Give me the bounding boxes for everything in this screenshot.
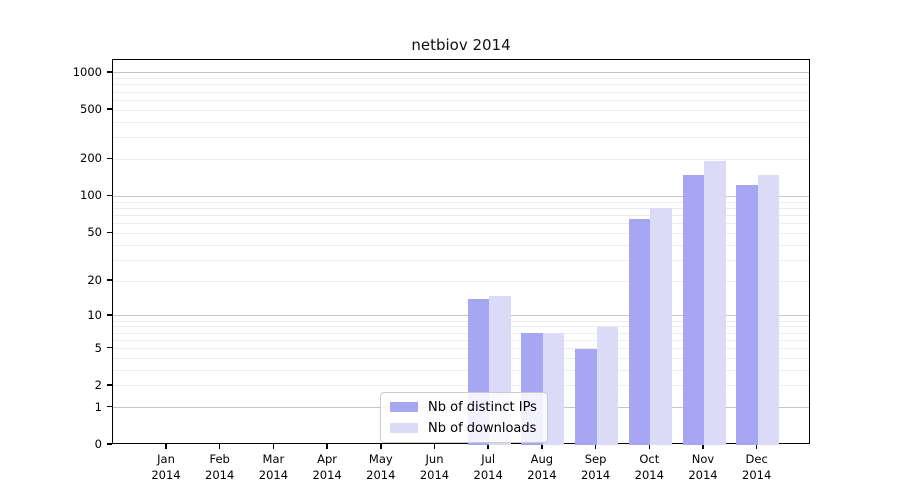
y-tick	[107, 279, 112, 281]
y-tick	[107, 194, 112, 197]
gridline-minor	[113, 99, 809, 101]
x-tick	[165, 444, 167, 449]
y-tick-label: 5	[94, 340, 102, 355]
gridline-minor	[113, 137, 809, 139]
y-tick-label: 0	[94, 437, 102, 451]
bar-downloads	[542, 333, 565, 445]
gridline-minor	[113, 91, 809, 93]
x-tick	[218, 444, 221, 449]
gridline-minor	[113, 280, 809, 282]
x-tick	[648, 444, 651, 449]
x-tick-label: Mar 2014	[258, 452, 289, 482]
gridline-minor	[113, 84, 809, 86]
y-tick	[107, 405, 112, 408]
x-tick-label: Oct 2014	[634, 452, 664, 482]
x-tick-label: Sep 2014	[580, 452, 611, 482]
gridline-minor	[113, 332, 809, 334]
x-tick	[272, 444, 275, 449]
y-tick-label: 20	[87, 273, 102, 288]
gridline-major	[113, 72, 809, 74]
x-tick-label: May 2014	[366, 452, 396, 482]
gridline-major	[113, 315, 809, 317]
plot-area	[112, 59, 810, 445]
bar-downloads	[704, 160, 726, 445]
legend-label-distinct-ips: Nb of distinct IPs	[428, 399, 537, 415]
y-tick-label: 10	[87, 307, 102, 322]
gridline-minor	[113, 320, 809, 322]
gridline-minor	[113, 223, 809, 225]
y-tick-label: 200	[80, 151, 102, 166]
gridline-minor	[113, 339, 809, 341]
gridline-minor	[113, 326, 809, 328]
bar-distinct-ips	[682, 174, 704, 445]
gridline-minor	[113, 214, 809, 216]
bar-downloads	[596, 326, 619, 445]
bar-distinct-ips	[736, 184, 758, 445]
y-tick	[107, 231, 112, 233]
bar-distinct-ips	[628, 219, 651, 445]
gridline-minor	[113, 232, 809, 234]
gridline-minor	[113, 109, 809, 111]
legend-swatch-downloads	[390, 423, 418, 433]
x-tick-label: Jun 2014	[419, 452, 450, 482]
gridline-minor	[113, 207, 809, 209]
gridline-minor	[113, 259, 809, 261]
y-tick	[107, 157, 112, 160]
y-tick-label: 1	[94, 399, 102, 414]
bar-downloads	[650, 208, 672, 445]
y-tick-label: 2	[94, 377, 102, 392]
gridline-minor	[113, 369, 809, 371]
y-tick	[107, 346, 112, 349]
y-tick	[107, 314, 112, 316]
x-tick	[380, 444, 382, 449]
legend: Nb of distinct IPs Nb of downloads	[380, 392, 548, 443]
x-tick-label: Nov 2014	[688, 452, 718, 482]
bar-downloads	[757, 174, 780, 445]
legend-swatch-distinct-ips	[390, 402, 418, 412]
legend-entry-downloads: Nb of downloads	[390, 420, 538, 436]
legend-entry-distinct-ips: Nb of distinct IPs	[390, 399, 538, 415]
gridline-minor	[113, 385, 809, 387]
x-tick-label: Jul 2014	[473, 452, 503, 482]
y-tick	[107, 108, 112, 110]
x-tick	[326, 444, 328, 449]
x-tick-label: Aug 2014	[527, 452, 557, 482]
y-tick	[107, 443, 112, 445]
x-tick	[755, 444, 758, 449]
x-tick	[433, 444, 436, 449]
x-tick-label: Dec 2014	[742, 452, 772, 482]
x-tick	[702, 444, 704, 449]
x-tick-label: Feb 2014	[205, 452, 235, 482]
y-tick	[107, 384, 112, 386]
y-tick-label: 1000	[72, 64, 102, 79]
y-tick-label: 500	[80, 102, 102, 117]
gridline-minor	[113, 357, 809, 359]
chart-title: netbiov 2014	[411, 36, 511, 54]
x-tick-label: Jan 2014	[151, 452, 181, 482]
y-tick	[107, 71, 112, 73]
x-tick	[541, 444, 543, 449]
gridline-major	[113, 195, 809, 197]
gridline-minor	[113, 121, 809, 123]
gridline-minor	[113, 201, 809, 203]
gridline-minor	[113, 78, 809, 80]
legend-label-downloads: Nb of downloads	[428, 420, 537, 436]
gridline-minor	[113, 348, 809, 349]
bar-distinct-ips	[575, 348, 597, 445]
gridline-minor	[113, 244, 809, 246]
y-tick-label: 50	[87, 225, 102, 240]
gridline-minor	[113, 158, 809, 160]
x-tick	[487, 444, 489, 449]
x-tick	[594, 444, 597, 449]
y-tick-label: 100	[80, 188, 102, 203]
x-tick-label: Apr 2014	[312, 452, 342, 482]
